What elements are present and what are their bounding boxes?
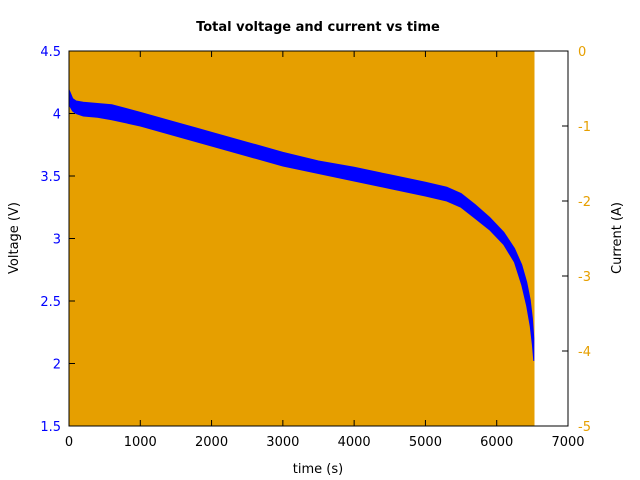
x-tick-label: 5000 (409, 435, 442, 450)
y-tick-label: 3.5 (40, 170, 61, 185)
x-tick-label: 3000 (266, 435, 299, 450)
y2-tick-label: -2 (578, 195, 591, 210)
chart-title: Total voltage and current vs time (196, 20, 440, 35)
y-tick-label: 1.5 (40, 420, 61, 435)
y2-tick-label: 0 (578, 45, 586, 60)
y-tick-label: 4 (53, 108, 61, 123)
x-tick-label: 0 (65, 435, 73, 450)
y-axis-right-label: Current (A) (610, 202, 625, 274)
x-axis: 0 1000 2000 3000 4000 5000 6000 7000 (65, 51, 585, 450)
x-axis-label: time (s) (293, 462, 343, 477)
current-series-band (69, 51, 535, 426)
y2-tick-label: -1 (578, 120, 591, 135)
y2-tick-label: -5 (578, 420, 591, 435)
y-tick-label: 2 (53, 358, 61, 373)
x-tick-label: 1000 (124, 435, 157, 450)
y-tick-label: 4.5 (40, 45, 61, 60)
y-axis-left: 1.5 2 2.5 3 3.5 4 4.5 (40, 45, 75, 435)
y-tick-label: 3 (53, 233, 61, 248)
voltage-series-band (68, 89, 535, 362)
x-tick-label: 2000 (195, 435, 228, 450)
x-tick-label: 4000 (338, 435, 371, 450)
y2-tick-label: -3 (578, 270, 591, 285)
y-axis-left-label: Voltage (V) (7, 202, 22, 274)
y-axis-right: -5 -4 -3 -2 -1 0 (562, 45, 591, 435)
y-tick-label: 2.5 (40, 295, 61, 310)
x-tick-label: 7000 (551, 435, 584, 450)
plot-area (68, 50, 569, 427)
y2-tick-label: -4 (578, 345, 591, 360)
x-tick-label: 6000 (480, 435, 513, 450)
